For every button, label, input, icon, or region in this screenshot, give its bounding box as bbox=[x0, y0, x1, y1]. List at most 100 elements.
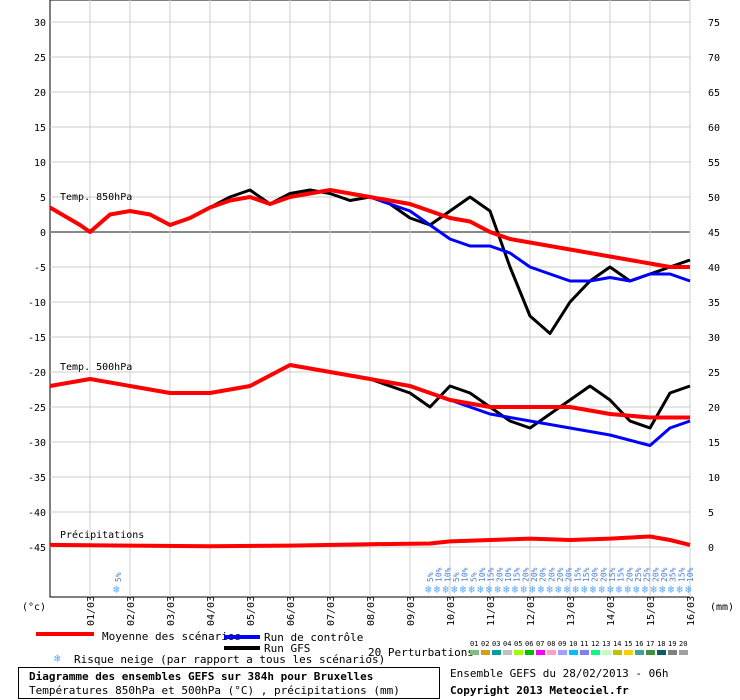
x-tick-label: 09/03 bbox=[406, 596, 417, 626]
perturbation-number: 07 bbox=[536, 640, 545, 648]
right-tick-label: 5 bbox=[708, 508, 714, 519]
left-tick-label: -20 bbox=[28, 368, 46, 379]
legend-control-swatch bbox=[224, 635, 260, 639]
snow-percent: 20% bbox=[530, 567, 539, 582]
snow-icon: ❄ bbox=[451, 583, 458, 596]
right-tick-label: 20 bbox=[708, 403, 720, 414]
snow-percent: 20% bbox=[556, 567, 565, 582]
left-tick-label: -25 bbox=[28, 403, 46, 414]
x-tick-label: 10/03 bbox=[446, 596, 457, 626]
perturbation-color bbox=[657, 650, 666, 655]
right-tick-label: 50 bbox=[708, 193, 720, 204]
x-tick-label: 02/03 bbox=[126, 596, 137, 626]
snow-percent: 10% bbox=[443, 567, 452, 582]
x-tick-label: 13/03 bbox=[566, 596, 577, 626]
snow-percent: 10% bbox=[686, 567, 695, 582]
legend-snow-icon: ❄ bbox=[54, 652, 61, 665]
perturbation-color bbox=[580, 650, 589, 655]
snow-icon: ❄ bbox=[624, 583, 631, 596]
perturbation-color bbox=[514, 650, 523, 655]
snow-icon: ❄ bbox=[598, 583, 605, 596]
perturbation-color bbox=[558, 650, 567, 655]
perturbation-color bbox=[569, 650, 578, 655]
snow-percent: 20% bbox=[565, 567, 574, 582]
snow-icon: ❄ bbox=[494, 583, 501, 596]
precip-label: Précipitations bbox=[60, 529, 144, 541]
snow-icon: ❄ bbox=[477, 583, 484, 596]
right-tick-label: 40 bbox=[708, 263, 720, 274]
snow-icon: ❄ bbox=[529, 583, 536, 596]
perturbation-number: 14 bbox=[613, 640, 622, 648]
snow-percent: 10% bbox=[478, 567, 487, 582]
perturbation-number: 01 bbox=[470, 640, 479, 648]
snow-icon: ❄ bbox=[607, 583, 614, 596]
snow-icon: ❄ bbox=[434, 583, 441, 596]
perturbation-number: 05 bbox=[514, 640, 523, 648]
snow-icon: ❄ bbox=[633, 583, 640, 596]
x-tick-label: 06/03 bbox=[286, 596, 297, 626]
left-tick-label: -45 bbox=[28, 543, 46, 554]
t850-label: Temp. 850hPa bbox=[60, 192, 132, 203]
snow-icon: ❄ bbox=[503, 583, 510, 596]
right-tick-label: 45 bbox=[708, 228, 720, 239]
perturbation-number: 09 bbox=[558, 640, 567, 648]
left-tick-label: -40 bbox=[28, 508, 46, 519]
snow-icon: ❄ bbox=[668, 583, 675, 596]
left-tick-label: -35 bbox=[28, 473, 46, 484]
left-tick-label: 25 bbox=[34, 53, 46, 64]
snow-icon: ❄ bbox=[520, 583, 527, 596]
perturbation-color bbox=[470, 650, 479, 655]
t500-label: Temp. 500hPa bbox=[60, 362, 132, 373]
snow-percent: 20% bbox=[495, 567, 504, 582]
left-tick-label: 10 bbox=[34, 158, 46, 169]
right-tick-label: 0 bbox=[708, 543, 714, 554]
snow-percent: 15% bbox=[487, 567, 496, 582]
perturbation-number: 15 bbox=[624, 640, 633, 648]
snow-percent: 25% bbox=[634, 567, 643, 582]
snow-icon: ❄ bbox=[590, 583, 597, 596]
perturbation-color bbox=[536, 650, 545, 655]
perturbation-number: 20 bbox=[679, 640, 688, 648]
perturbation-number: 17 bbox=[646, 640, 655, 648]
series-line-t500-mean bbox=[49, 363, 690, 420]
left-tick-label: 5 bbox=[40, 193, 46, 204]
snow-icon: ❄ bbox=[642, 583, 649, 596]
snow-icon: ❄ bbox=[555, 583, 562, 596]
right-tick-label: 25 bbox=[708, 368, 720, 379]
snow-percent: 10% bbox=[504, 567, 513, 582]
perturbation-color bbox=[635, 650, 644, 655]
copyright: Copyright 2013 Meteociel.fr bbox=[450, 684, 629, 697]
perturbation-color bbox=[492, 650, 501, 655]
snow-percent: 5% bbox=[114, 572, 123, 582]
snow-icon: ❄ bbox=[581, 583, 588, 596]
snow-percent: 15% bbox=[608, 567, 617, 582]
legend-gfs-swatch bbox=[224, 646, 260, 650]
left-tick-label: 0 bbox=[40, 228, 46, 239]
perturbation-color bbox=[547, 650, 556, 655]
right-tick-label: 60 bbox=[708, 123, 720, 134]
snow-percent: 5% bbox=[469, 572, 478, 582]
x-tick-label: 03/03 bbox=[166, 596, 177, 626]
snow-percent: 20% bbox=[660, 567, 669, 582]
legend-mean-label: Moyenne des scénarios bbox=[102, 630, 242, 643]
snow-icon: ❄ bbox=[486, 583, 493, 596]
left-tick-label: -30 bbox=[28, 438, 46, 449]
perturbation-number: 16 bbox=[635, 640, 644, 648]
snow-percent: 15% bbox=[617, 567, 626, 582]
snow-percent: 20% bbox=[651, 567, 660, 582]
left-tick-label: 20 bbox=[34, 88, 46, 99]
right-tick-label: 15 bbox=[708, 438, 720, 449]
snow-percent: 35% bbox=[669, 567, 678, 582]
title-box: Diagramme des ensembles GEFS sur 384h po… bbox=[18, 667, 440, 699]
right-tick-label: 65 bbox=[708, 88, 720, 99]
x-tick-label: 12/03 bbox=[526, 596, 537, 626]
legend-mean-swatch bbox=[36, 632, 94, 636]
perturbation-number: 18 bbox=[657, 640, 666, 648]
perturbation-number: 10 bbox=[569, 640, 578, 648]
snow-icon: ❄ bbox=[468, 583, 475, 596]
left-tick-label: 30 bbox=[34, 18, 46, 29]
snow-icon: ❄ bbox=[538, 583, 545, 596]
perturbation-color bbox=[679, 650, 688, 655]
perturbation-number: 08 bbox=[547, 640, 556, 648]
